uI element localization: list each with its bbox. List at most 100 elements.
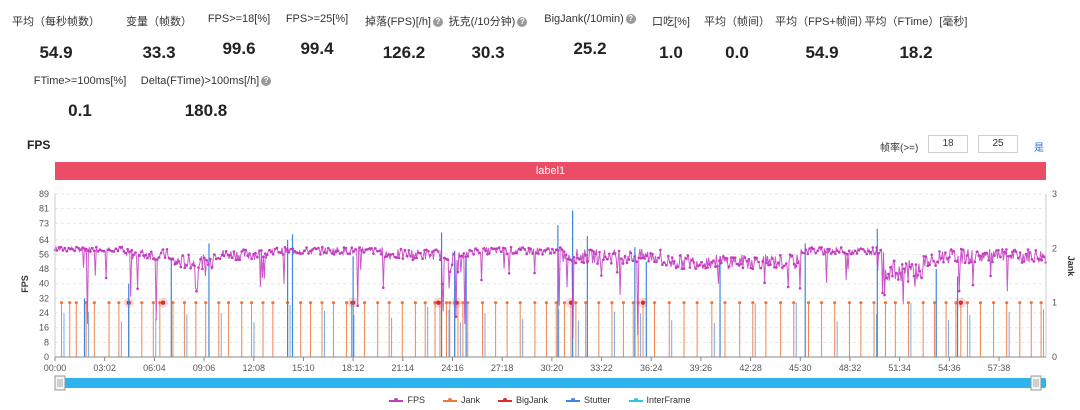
fps-point <box>254 251 257 255</box>
label-bar: label1 <box>55 162 1046 180</box>
chart-legend: FPS Jank BigJank Stutter InterFrame <box>0 395 1080 405</box>
jank-point <box>158 301 162 305</box>
fps-point <box>916 274 920 277</box>
fps-point <box>932 259 935 263</box>
fps-point <box>136 287 139 291</box>
legend-item[interactable]: InterFrame <box>628 395 691 405</box>
fps-point <box>350 246 354 249</box>
fps-point <box>462 252 466 255</box>
fps-point <box>340 251 344 254</box>
fps-point <box>531 252 534 255</box>
fps-point <box>95 245 98 249</box>
bigjank-point <box>640 300 646 305</box>
jank-point <box>1029 301 1033 305</box>
jank-point <box>182 301 187 305</box>
help-icon[interactable]: ? <box>261 76 272 86</box>
jank-point <box>710 301 714 305</box>
stat-label: FPS>=18[%] <box>169 13 309 25</box>
fps-point <box>486 253 489 256</box>
fps-point <box>556 248 560 252</box>
fps-point <box>891 274 894 278</box>
fps-point <box>653 260 656 264</box>
jank-point <box>751 301 755 305</box>
stat-label-text: BigJank(/10min) <box>544 13 624 25</box>
x-tick-label: 57:38 <box>988 363 1011 373</box>
fps-point <box>1009 254 1012 258</box>
stat-label: 变量（帧数） <box>89 13 229 29</box>
fps-point <box>429 254 432 257</box>
fps-point <box>472 253 476 256</box>
jank-point <box>1039 301 1043 305</box>
fps-point <box>729 256 733 259</box>
help-icon[interactable]: ? <box>517 17 528 27</box>
fps-point <box>1032 260 1036 263</box>
fps-threshold-input-2[interactable]: 25 <box>978 135 1018 153</box>
fps-point <box>336 249 340 252</box>
legend-item[interactable]: FPS <box>389 395 425 405</box>
fps-point <box>242 248 245 251</box>
legend-item[interactable]: BigJank <box>497 395 548 405</box>
fps-point <box>722 254 725 258</box>
fps-point <box>513 251 517 255</box>
stat-item: 掉落(FPS)[/h]? 126.2 <box>334 13 474 63</box>
bigjank-point <box>958 300 964 305</box>
fps-point <box>690 259 694 262</box>
y-right-axis-title: Jank <box>1066 256 1076 278</box>
fps-point <box>397 256 401 260</box>
fps-point <box>307 252 310 255</box>
stat-label-text: 平均（FTime）[毫秒] <box>864 16 968 28</box>
fps-threshold-input-1[interactable]: 18 <box>928 135 968 153</box>
fps-point <box>256 255 259 259</box>
stat-value: 180.8 <box>184 101 228 120</box>
fps-point <box>924 255 928 258</box>
fps-point <box>792 262 796 266</box>
y-left-tick-label: 24 <box>39 308 49 318</box>
time-range-slider[interactable] <box>54 375 1046 391</box>
y-left-tick-label: 73 <box>39 218 49 228</box>
threshold-confirm-button[interactable]: 是 <box>1034 143 1044 154</box>
fps-point <box>281 253 285 256</box>
fps-point <box>179 265 183 269</box>
fps-point <box>1026 248 1030 251</box>
fps-point <box>209 257 212 261</box>
fps-point <box>667 254 670 258</box>
fps-point <box>319 253 322 256</box>
stat-item: FPS>=25[%] 99.4 <box>247 13 387 59</box>
jank-point <box>723 301 727 305</box>
bigjank-point <box>436 300 441 305</box>
fps-point <box>704 266 707 270</box>
fps-point <box>885 276 888 280</box>
fps-point <box>387 253 391 256</box>
help-icon[interactable]: ? <box>625 14 636 24</box>
jank-point <box>544 301 549 305</box>
fps-point <box>207 263 210 267</box>
legend-swatch <box>497 397 512 402</box>
fps-point <box>175 262 179 265</box>
fps-point <box>629 251 633 255</box>
slider-track[interactable] <box>55 378 1046 388</box>
legend-item[interactable]: Stutter <box>566 395 611 405</box>
fps-point <box>425 248 428 252</box>
fps-point <box>55 249 59 252</box>
fps-point <box>203 256 206 260</box>
fps-point <box>505 252 509 256</box>
stat-label: 抚克(/10分钟)? <box>418 13 558 29</box>
fps-point <box>808 247 812 250</box>
fps-point <box>1001 248 1004 251</box>
fps-point <box>1012 248 1016 252</box>
fps-point <box>920 276 924 280</box>
fps-point <box>409 254 413 258</box>
fps-point <box>845 252 849 256</box>
y-left-tick-label: 0 <box>44 352 49 362</box>
fps-point <box>293 249 297 253</box>
stat-value: 54.9 <box>805 43 839 62</box>
fps-point <box>553 251 556 255</box>
legend-item[interactable]: Jank <box>442 395 480 405</box>
legend-label: Jank <box>460 395 480 405</box>
fps-point <box>372 252 375 255</box>
fps-point <box>1036 257 1040 260</box>
fps-point <box>617 249 621 253</box>
help-icon[interactable]: ? <box>433 17 443 27</box>
stat-label-text: Delta(FTime)>100ms[/h] <box>140 75 260 87</box>
fps-point <box>124 251 128 255</box>
